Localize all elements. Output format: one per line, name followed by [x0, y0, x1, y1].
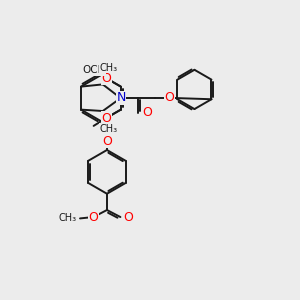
Text: O: O: [102, 134, 112, 148]
Text: O: O: [164, 91, 174, 104]
Text: CH₃: CH₃: [100, 124, 118, 134]
Text: CH₃: CH₃: [100, 63, 118, 73]
Text: O: O: [101, 112, 111, 124]
Text: O: O: [123, 211, 133, 224]
Text: methoxy: methoxy: [83, 68, 89, 70]
Text: N: N: [116, 91, 126, 104]
Text: O: O: [101, 72, 111, 85]
Text: CH₃: CH₃: [58, 213, 77, 224]
Text: OCH: OCH: [82, 65, 105, 75]
Text: O: O: [88, 211, 98, 224]
Text: O: O: [142, 106, 152, 119]
